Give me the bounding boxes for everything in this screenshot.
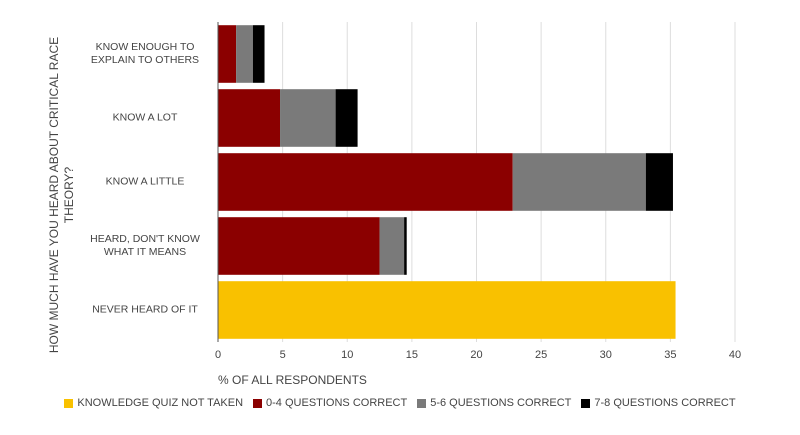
x-tick-label: 5	[280, 349, 286, 361]
legend-swatch	[253, 398, 263, 408]
legend-item: 0-4 QUESTIONS CORRECT	[253, 397, 407, 409]
bar-segment	[218, 281, 676, 339]
legend-item: KNOWLEDGE QUIZ NOT TAKEN	[64, 397, 243, 409]
legend-label: 5-6 QUESTIONS CORRECT	[430, 397, 572, 409]
bar-segment	[379, 217, 405, 275]
bar-segment	[236, 25, 253, 83]
legend-swatch	[417, 398, 427, 408]
y-tick-label: HEARD, DON'T KNOW WHAT IT MEANS	[90, 233, 200, 258]
bar-segment	[252, 25, 265, 83]
x-tick-label: 10	[341, 349, 353, 361]
legend-item: 5-6 QUESTIONS CORRECT	[417, 397, 571, 409]
bar-segment	[280, 89, 336, 147]
bar-segment	[512, 153, 646, 211]
x-tick-label: 15	[406, 349, 418, 361]
bar-segment	[218, 89, 281, 147]
y-axis-title: HOW MUCH HAVE YOU HEARD ABOUT CRITICAL R…	[47, 36, 76, 354]
bar-segment	[218, 25, 237, 83]
y-tick-label: KNOW A LITTLE	[105, 175, 185, 188]
x-axis-title: % OF ALL RESPONDENTS	[218, 373, 367, 387]
legend-item: 7-8 QUESTIONS CORRECT	[581, 397, 736, 409]
y-tick-label: NEVER HEARD OF IT	[92, 303, 198, 316]
x-tick-label: 35	[664, 349, 676, 361]
bar-segment	[335, 89, 358, 147]
legend-label: 0-4 QUESTIONS CORRECT	[266, 397, 408, 409]
x-tick-label: 30	[600, 349, 612, 361]
legend-label: 7-8 QUESTIONS CORRECT	[594, 397, 736, 409]
x-tick-label: 0	[215, 349, 221, 361]
bar-segment	[404, 217, 407, 275]
y-tick-label: KNOW ENOUGH TO EXPLAIN TO OTHERS	[90, 41, 200, 66]
legend-swatch	[64, 398, 74, 408]
y-tick-label: KNOW A LOT	[112, 111, 178, 124]
bar-segment	[645, 153, 673, 211]
x-tick-label: 40	[729, 349, 741, 361]
bar-segment	[218, 217, 380, 275]
legend-label: KNOWLEDGE QUIZ NOT TAKEN	[77, 397, 244, 409]
bar-segment	[218, 153, 513, 211]
legend: KNOWLEDGE QUIZ NOT TAKEN 0-4 QUESTIONS CO…	[0, 397, 800, 409]
legend-swatch	[581, 398, 591, 408]
x-tick-label: 25	[535, 349, 547, 361]
x-tick-label: 20	[470, 349, 482, 361]
